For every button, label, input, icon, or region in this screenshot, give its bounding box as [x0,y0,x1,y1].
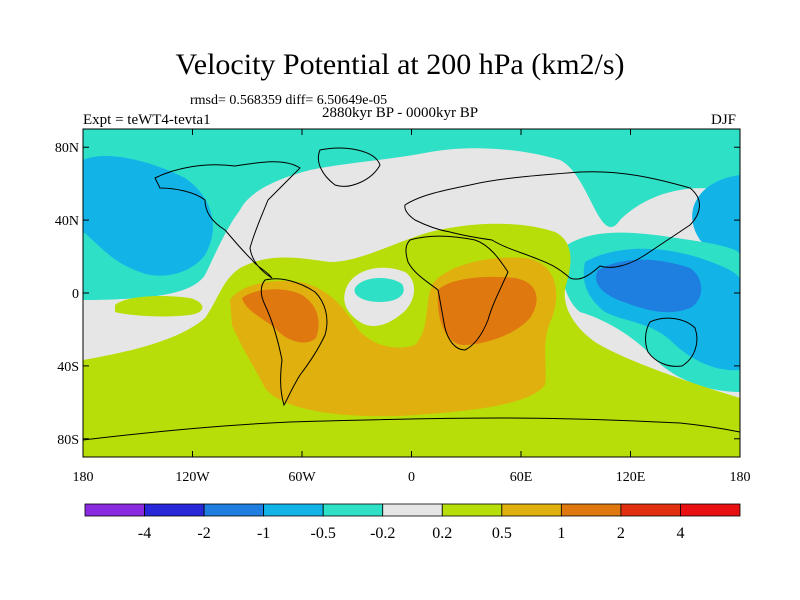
colorbar-label: -0.5 [311,525,336,542]
maritime-continent-min [596,259,702,313]
y-tick-label: 40N [55,214,79,229]
colorbar-swatch [620,503,681,517]
north-america-coast [154,161,301,279]
colorbar-swatch [144,503,205,517]
contour-fill [83,129,740,457]
x-axis: 180 120W 60W 0 60E 120E 180 [73,129,751,485]
colorbar-swatch [203,503,265,517]
colorbar-label: -0.2 [370,525,395,542]
colorbar-label: -2 [197,525,210,542]
colorbar-label: 2 [617,525,625,542]
australia-coast [645,317,698,367]
colorbar-swatch [263,503,324,517]
y-tick-label: 80N [55,141,79,156]
greenland-coast [317,147,381,187]
arctic-teal-band [83,129,740,300]
colorbar-swatch [560,503,622,517]
colorbar-label: 4 [676,525,684,542]
south-america-max [242,289,319,343]
colorbar-swatch [84,503,145,517]
colorbar-label: 0.5 [492,525,512,542]
experiment-label: Expt = teWT4-tevta1 [83,112,211,128]
colorbar-label: 1 [557,525,565,542]
east-pacific-tongue [115,296,203,317]
colorbar-swatch [322,503,384,517]
main-positive-region [83,223,740,457]
x-tick-label: 60W [288,470,316,485]
x-tick-label: 120E [616,470,646,485]
africa-coast [405,235,509,351]
colorbar: -4 -2 -1 -0.5 -0.2 0.2 0.5 1 2 4 [84,503,741,542]
x-tick-label: 60E [510,470,533,485]
south-america-coast [260,278,328,407]
east-asia-negative [692,175,740,256]
x-tick-label: 0 [408,470,415,485]
period-label: 2880kyr BP - 0000kyr BP [322,105,479,121]
atlantic-teal-inner [354,278,404,302]
eurasia-coast [404,171,700,280]
x-tick-label: 180 [73,470,94,485]
stats-label: rmsd= 0.568359 diff= 6.50649e-05 [190,93,388,108]
y-tick-label: 0 [72,287,79,302]
y-axis: 80N 40N 0 40S 80S [55,141,740,448]
colorbar-label: -1 [257,525,270,542]
y-tick-label: 80S [57,433,79,448]
africa-max [437,276,537,345]
colorbar-swatch [441,503,503,517]
north-pacific-negative [83,156,213,276]
chart-title: Velocity Potential at 200 hPa (km2/s) [175,48,625,81]
x-tick-label: 180 [730,470,751,485]
antarctica-coast [83,417,740,441]
colorbar-swatch [382,503,443,517]
coastlines [83,147,740,441]
colorbar-swatch [501,503,562,517]
colorbar-label: -4 [138,525,151,542]
y-tick-label: 40S [57,360,79,375]
colorbar-swatch [680,503,741,517]
x-tick-label: 120W [175,470,210,485]
season-label: DJF [711,112,737,128]
colorbar-label: 0.2 [432,525,452,542]
